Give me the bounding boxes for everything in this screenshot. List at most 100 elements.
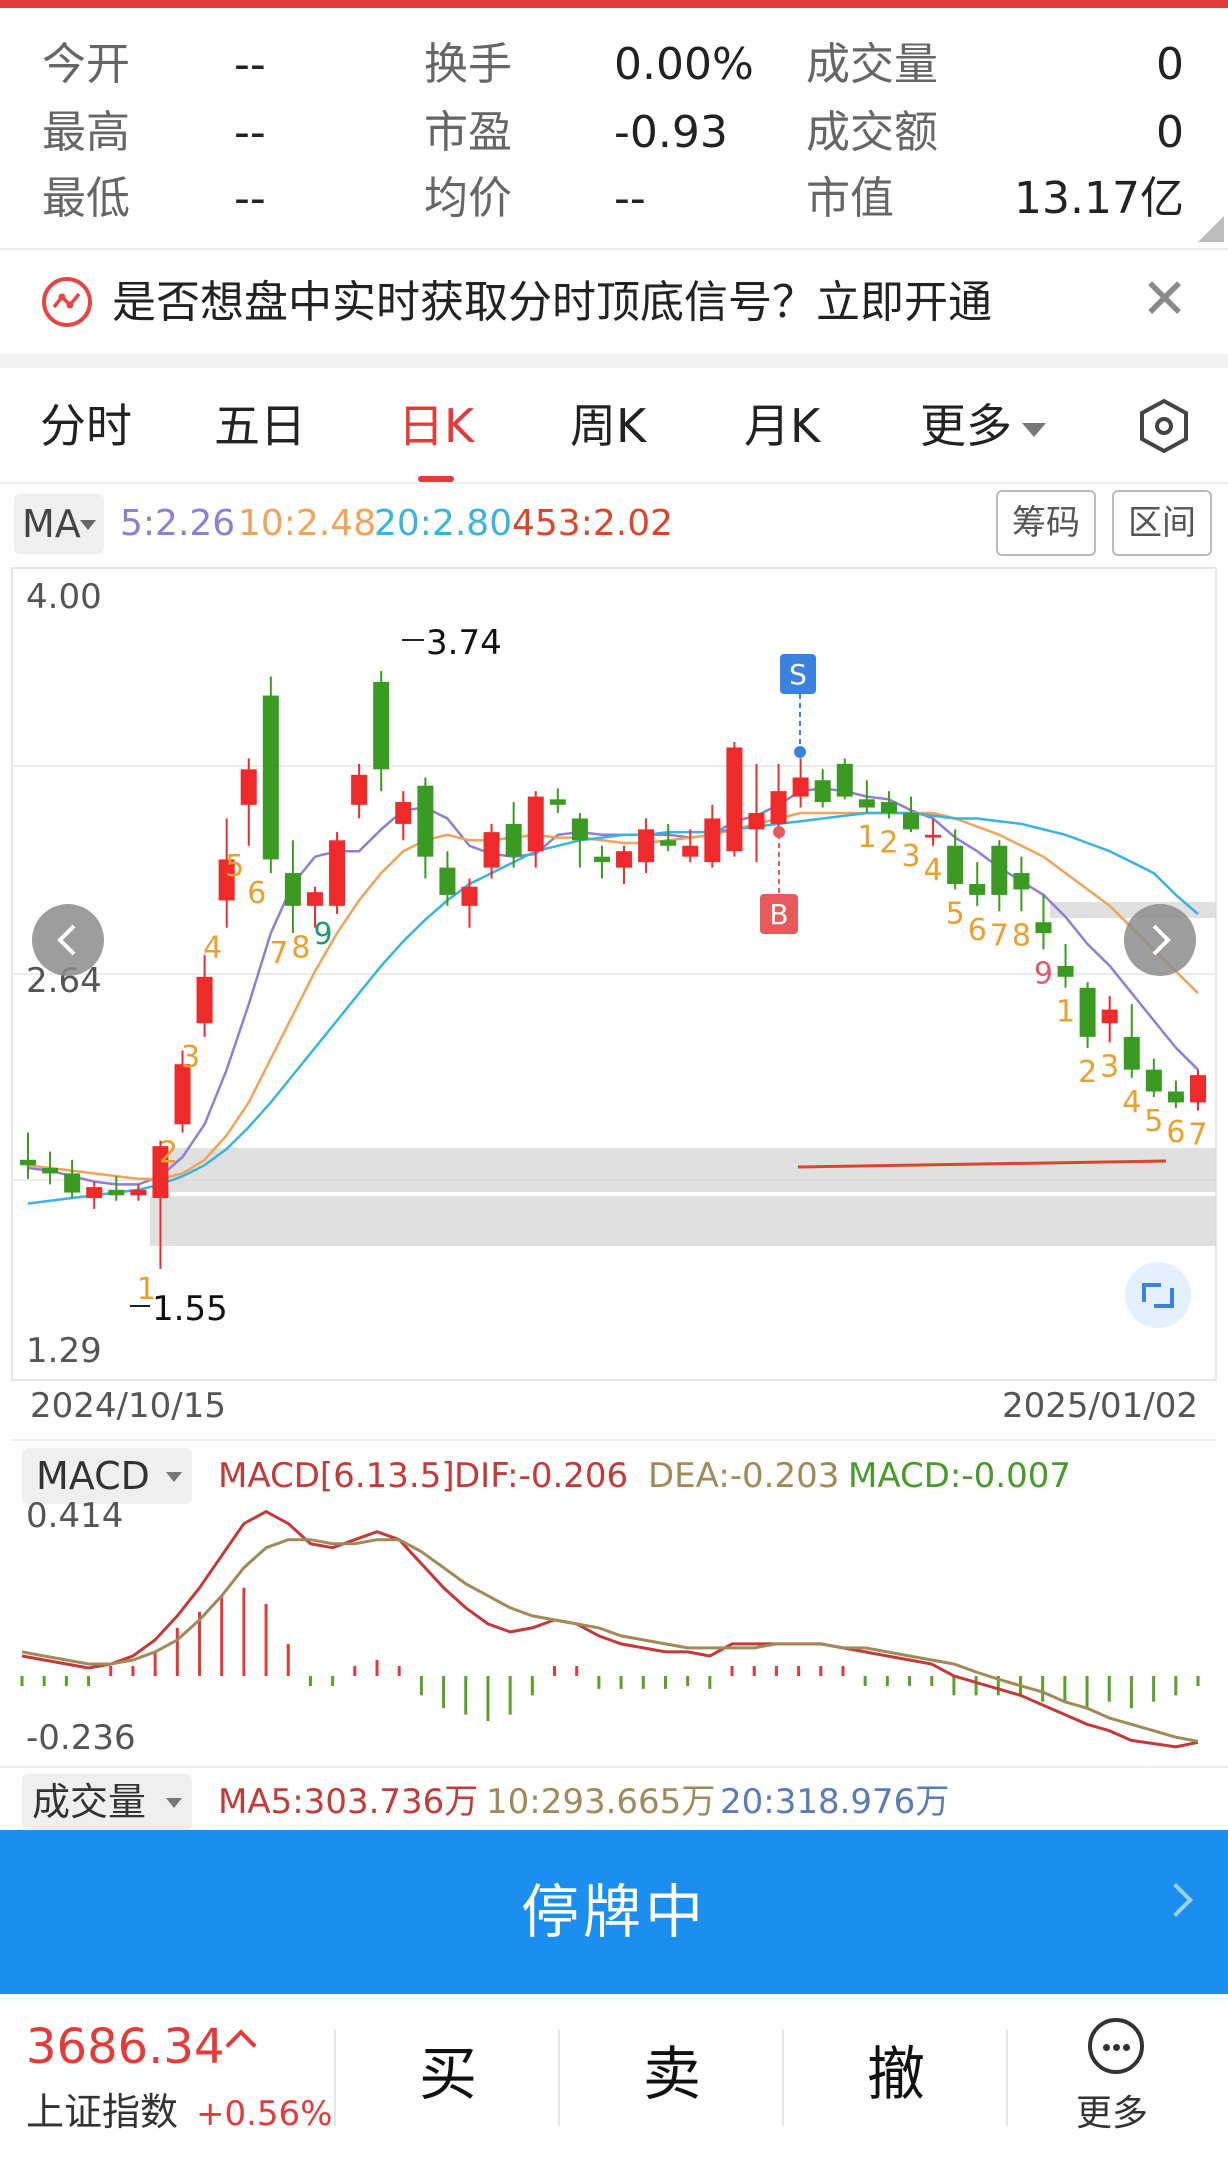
candle-body [947,845,964,884]
macd-histogram [20,1587,1200,1722]
index-value[interactable]: 3686.34 [26,2019,225,2075]
candle-body [1079,987,1096,1037]
volume-ma10: 10:293.665万 [486,1782,716,1822]
td-label: 4 [203,931,222,966]
low-label: 1.55 [152,1289,228,1329]
candle-body [1013,873,1030,890]
tab-more[interactable]: 更多 [920,396,1046,456]
divider [558,2030,560,2126]
stat-value-low: -- [234,173,266,224]
td-label: 7 [990,918,1009,953]
sell-marker[interactable] [780,654,816,694]
stat-value-turnover: 0.00% [614,39,754,90]
ma453-value: 453:2.02 [512,503,673,544]
sell-button[interactable]: 卖 [642,2040,701,2108]
candle-body [461,886,478,906]
stat-value-avg-price: -- [614,173,646,224]
range-button[interactable]: 区间 [1112,490,1212,556]
stat-label-avg-price: 均价 [424,173,512,224]
ma20-value: 20:2.80 [374,503,513,544]
stat-value-volume: 0 [1156,39,1184,90]
td-label: 2 [159,1135,178,1170]
candle-body [1145,1069,1162,1092]
banner-text[interactable]: 是否想盘中实时获取分时顶底信号？立即开通 [112,277,992,328]
signal-promo-banner[interactable]: 是否想盘中实时获取分时顶底信号？立即开通 ✕ [0,248,1228,354]
expand-corner-icon[interactable] [1198,216,1224,242]
macd_dea-line [21,1538,1199,1743]
candle-body [1101,1009,1118,1024]
candle-body [1057,965,1074,977]
candle-body [1123,1036,1140,1070]
more-label[interactable]: 更多 [1076,2093,1149,2134]
candle-body [925,834,942,838]
cancel-order-button[interactable]: 撤 [866,2040,925,2108]
candle-body [660,840,677,846]
candle-body [638,829,655,863]
ma5-value: 5:2.26 [120,503,236,544]
chevron-right-icon [1152,924,1171,956]
td-label: 5 [1144,1104,1163,1139]
candle-body [262,695,279,860]
period-tabs: 分时 五日 日K 周K 月K 更多 [0,368,1228,484]
macd_dif-line [21,1509,1199,1749]
tab-monthly-k[interactable]: 月K [744,399,821,453]
candle-body [858,799,875,808]
candle-body [284,873,301,906]
chip-distribution-button[interactable]: 筹码 [996,490,1096,556]
candle-body [726,747,743,852]
candle-body [86,1187,103,1199]
macd-selector[interactable]: MACD [22,1448,192,1504]
stat-label-volume: 成交量 [806,39,938,90]
tab-intraday[interactable]: 分时 [40,399,132,453]
candle-body [505,823,522,857]
y-axis-bottom: 1.29 [26,1331,102,1371]
buy-button[interactable]: 买 [418,2040,477,2108]
candle-body [792,777,809,797]
candle-body [836,763,853,797]
buy-marker[interactable] [760,894,798,934]
td-label: 4 [924,853,943,888]
chip-zone [170,1148,1216,1192]
date-start: 2024/10/15 [30,1386,226,1426]
volume-selector[interactable]: 成交量 [22,1774,192,1830]
candle-body [483,832,500,868]
candle-body [903,812,920,830]
stat-label-open: 今开 [42,39,130,90]
fullscreen-button[interactable] [1125,1262,1191,1328]
stat-value-market-cap: 13.17亿 [1014,173,1184,224]
prev-arrow-button[interactable] [32,904,104,976]
ma-indicator-bar: MA 5:2.26 10:2.48 20:2.80 453:2.02 筹码 区间 [0,486,1228,562]
trading-halted-bar[interactable]: 停牌中 [0,1830,1228,1994]
td-label: 4 [1122,1085,1141,1120]
settings-hex-icon[interactable] [1138,398,1190,454]
more-icon[interactable] [1088,2018,1144,2074]
ma-selector[interactable]: MA [14,494,104,554]
chevron-down-icon [166,1472,182,1482]
divider [1006,2030,1008,2126]
candle-body [770,791,787,824]
divider [782,2030,784,2126]
date-end: 2025/01/02 [1002,1386,1198,1426]
close-icon[interactable]: ✕ [1141,267,1188,332]
chevron-up-icon[interactable] [225,2029,257,2061]
candle-body [306,892,323,906]
candle-body [439,867,456,895]
top-accent-bar [0,0,1228,8]
tab-weekly-k[interactable]: 周K [570,399,647,453]
index-name[interactable]: 上证指数 [26,2090,179,2134]
td-label: 3 [1100,1049,1119,1084]
candle-body [174,1064,191,1125]
next-arrow-button[interactable] [1124,904,1196,976]
tab-daily-k[interactable]: 日K [398,399,475,453]
td-label: 7 [269,936,288,971]
candle-body [196,976,213,1024]
macd-y-bottom: -0.236 [26,1718,136,1758]
stat-value-open: -- [234,39,266,90]
td-label: 2 [879,825,898,860]
index-change: +0.56% [196,2094,333,2134]
chevron-down-icon [166,1798,182,1808]
macd-dea: DEA:-0.203 [648,1456,840,1496]
candle-body [417,785,434,857]
tab-five-day[interactable]: 五日 [214,399,306,453]
